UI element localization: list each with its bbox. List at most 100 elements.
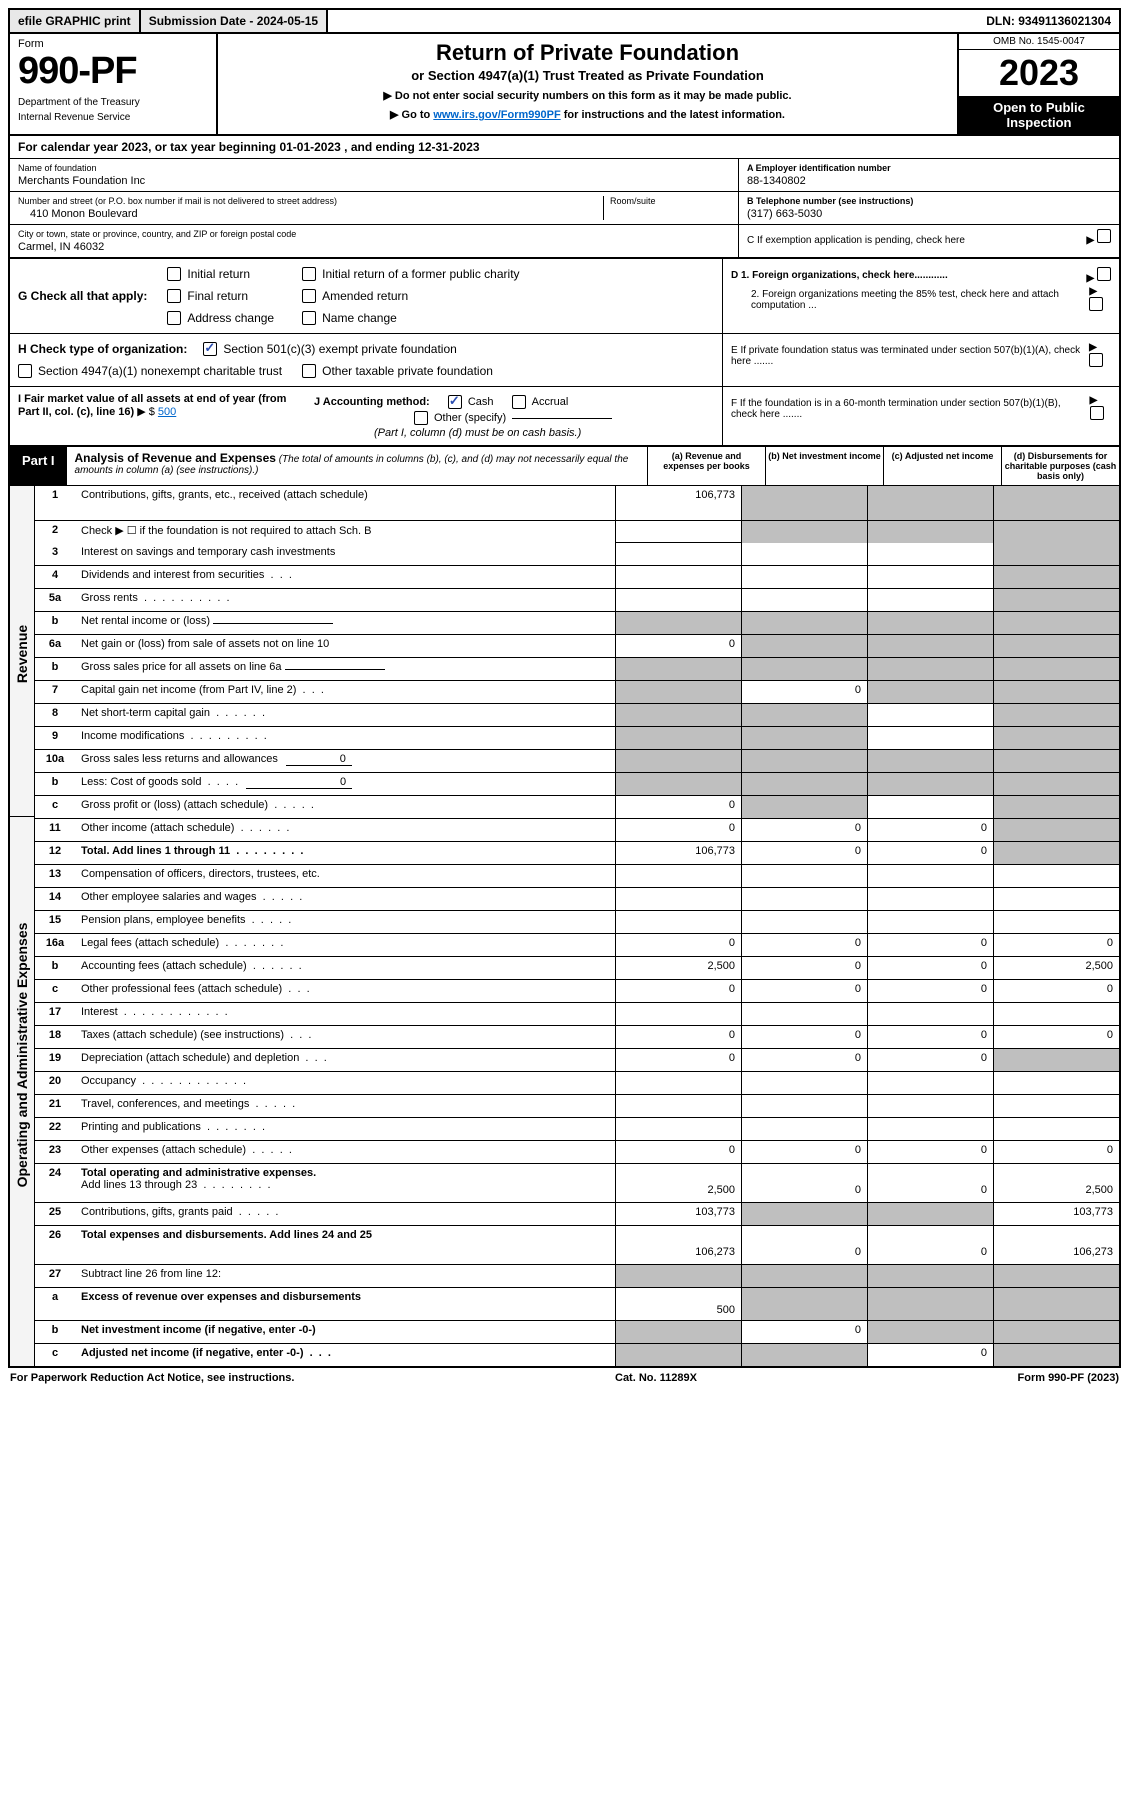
identification-block: Name of foundation Merchants Foundation …	[8, 159, 1121, 259]
row-6a-label: Net gain or (loss) from sale of assets n…	[75, 635, 615, 657]
r11-a: 0	[615, 819, 741, 841]
col-d-header: (d) Disbursements for charitable purpose…	[1001, 447, 1119, 485]
room-suite-label: Room/suite	[610, 196, 730, 206]
r12-a: 106,773	[615, 842, 741, 864]
r26-b: 0	[741, 1226, 867, 1264]
r16b-d: 2,500	[993, 957, 1119, 979]
r18-a: 0	[615, 1026, 741, 1048]
form-header: Form 990-PF Department of the Treasury I…	[8, 34, 1121, 136]
r11-b: 0	[741, 819, 867, 841]
row-6b-label: Gross sales price for all assets on line…	[75, 658, 615, 680]
foreign-85pct-checkbox[interactable]	[1089, 297, 1103, 311]
submission-date: Submission Date - 2024-05-15	[141, 10, 328, 32]
r1-col-a: 106,773	[615, 486, 741, 520]
r16a-c: 0	[867, 934, 993, 956]
row-16c-label: Other professional fees (attach schedule…	[75, 980, 615, 1002]
top-bar: efile GRAPHIC print Submission Date - 20…	[8, 8, 1121, 34]
r16c-a: 0	[615, 980, 741, 1002]
row-21-label: Travel, conferences, and meetings . . . …	[75, 1095, 615, 1117]
row-11-label: Other income (attach schedule) . . . . .…	[75, 819, 615, 841]
r24-d: 2,500	[993, 1164, 1119, 1202]
r10b-box: 0	[246, 776, 352, 789]
row-24-label: Total operating and administrative expen…	[75, 1164, 615, 1202]
other-method-checkbox[interactable]	[414, 411, 428, 425]
form990pf-link[interactable]: www.irs.gov/Form990PF	[433, 109, 560, 121]
cash-checkbox[interactable]	[448, 395, 462, 409]
r16b-a: 2,500	[615, 957, 741, 979]
page-footer: For Paperwork Reduction Act Notice, see …	[8, 1368, 1121, 1388]
501c3-checkbox[interactable]	[203, 342, 217, 356]
form-ref: Form 990-PF (2023)	[1018, 1372, 1120, 1384]
city-state-zip: Carmel, IN 46032	[18, 241, 730, 253]
foundation-name: Merchants Foundation Inc	[18, 175, 730, 187]
row-10a-label: Gross sales less returns and allowances0	[75, 750, 615, 772]
row-10b-label: Less: Cost of goods sold . . . .0	[75, 773, 615, 795]
r18-d: 0	[993, 1026, 1119, 1048]
exemption-pending-checkbox[interactable]	[1097, 229, 1111, 243]
4947a1-checkbox[interactable]	[18, 364, 32, 378]
r7-col-b: 0	[741, 681, 867, 703]
r16c-d: 0	[993, 980, 1119, 1002]
r23-d: 0	[993, 1141, 1119, 1163]
row-27a-label: Excess of revenue over expenses and disb…	[75, 1288, 615, 1320]
revenue-side-label: Revenue	[14, 625, 30, 683]
row-15-label: Pension plans, employee benefits . . . .…	[75, 911, 615, 933]
inspection-notice: Open to PublicInspection	[959, 96, 1119, 134]
status-terminated-checkbox[interactable]	[1089, 353, 1103, 367]
ein-cell: A Employer identification number 88-1340…	[739, 159, 1119, 192]
r18-b: 0	[741, 1026, 867, 1048]
r26-d: 106,273	[993, 1226, 1119, 1264]
part-1-header: Part I Analysis of Revenue and Expenses …	[8, 447, 1121, 486]
telephone-cell: B Telephone number (see instructions) (3…	[739, 192, 1119, 225]
part-1-desc: Analysis of Revenue and Expenses (The to…	[67, 447, 647, 485]
efile-print-button[interactable]: efile GRAPHIC print	[10, 10, 141, 32]
row-16b-label: Accounting fees (attach schedule) . . . …	[75, 957, 615, 979]
j-label: J Accounting method:	[314, 396, 430, 408]
year-block: OMB No. 1545-0047 2023 Open to PublicIns…	[957, 34, 1119, 134]
irs: Internal Revenue Service	[18, 112, 208, 123]
r16b-b: 0	[741, 957, 867, 979]
final-return-checkbox[interactable]	[167, 289, 181, 303]
omb-number: OMB No. 1545-0047	[959, 34, 1119, 50]
row-12-label: Total. Add lines 1 through 11 . . . . . …	[75, 842, 615, 864]
row-25-label: Contributions, gifts, grants paid . . . …	[75, 1203, 615, 1225]
r24-b: 0	[741, 1164, 867, 1202]
r23-b: 0	[741, 1141, 867, 1163]
address-change-checkbox[interactable]	[167, 311, 181, 325]
r6a-col-a: 0	[615, 635, 741, 657]
exemption-pending-cell: C If exemption application is pending, c…	[739, 225, 1119, 250]
city-cell: City or town, state or province, country…	[10, 225, 738, 257]
row-1-label: Contributions, gifts, grants, etc., rece…	[75, 486, 615, 520]
r12-b: 0	[741, 842, 867, 864]
cash-basis-note: (Part I, column (d) must be on cash basi…	[374, 427, 714, 439]
section-h-e: H Check type of organization: Section 50…	[8, 334, 1121, 387]
name-change-checkbox[interactable]	[302, 311, 316, 325]
part-1-tag: Part I	[10, 447, 67, 485]
amended-return-checkbox[interactable]	[302, 289, 316, 303]
instruction-2: ▶ Go to www.irs.gov/Form990PF for instru…	[230, 108, 945, 121]
form-title: Return of Private Foundation	[230, 40, 945, 66]
row-19-label: Depreciation (attach schedule) and deple…	[75, 1049, 615, 1071]
street-address: 410 Monon Boulevard	[18, 208, 603, 220]
row-16a-label: Legal fees (attach schedule) . . . . . .…	[75, 934, 615, 956]
row-4-label: Dividends and interest from securities .…	[75, 566, 615, 588]
initial-return-former-checkbox[interactable]	[302, 267, 316, 281]
row-20-label: Occupancy . . . . . . . . . . . .	[75, 1072, 615, 1094]
row-7-label: Capital gain net income (from Part IV, l…	[75, 681, 615, 703]
dept-treasury: Department of the Treasury	[18, 97, 208, 108]
r25-d: 103,773	[993, 1203, 1119, 1225]
r24-a: 2,500	[615, 1164, 741, 1202]
r16a-d: 0	[993, 934, 1119, 956]
foreign-org-checkbox[interactable]	[1097, 267, 1111, 281]
accrual-checkbox[interactable]	[512, 395, 526, 409]
60month-termination-checkbox[interactable]	[1090, 406, 1104, 420]
r10c-col-a: 0	[615, 796, 741, 818]
other-taxable-checkbox[interactable]	[302, 364, 316, 378]
fmv-value: 500	[158, 406, 176, 418]
r12-c: 0	[867, 842, 993, 864]
row-18-label: Taxes (attach schedule) (see instruction…	[75, 1026, 615, 1048]
form-label: Form	[18, 38, 208, 50]
r11-c: 0	[867, 819, 993, 841]
row-17-label: Interest . . . . . . . . . . . .	[75, 1003, 615, 1025]
initial-return-checkbox[interactable]	[167, 267, 181, 281]
